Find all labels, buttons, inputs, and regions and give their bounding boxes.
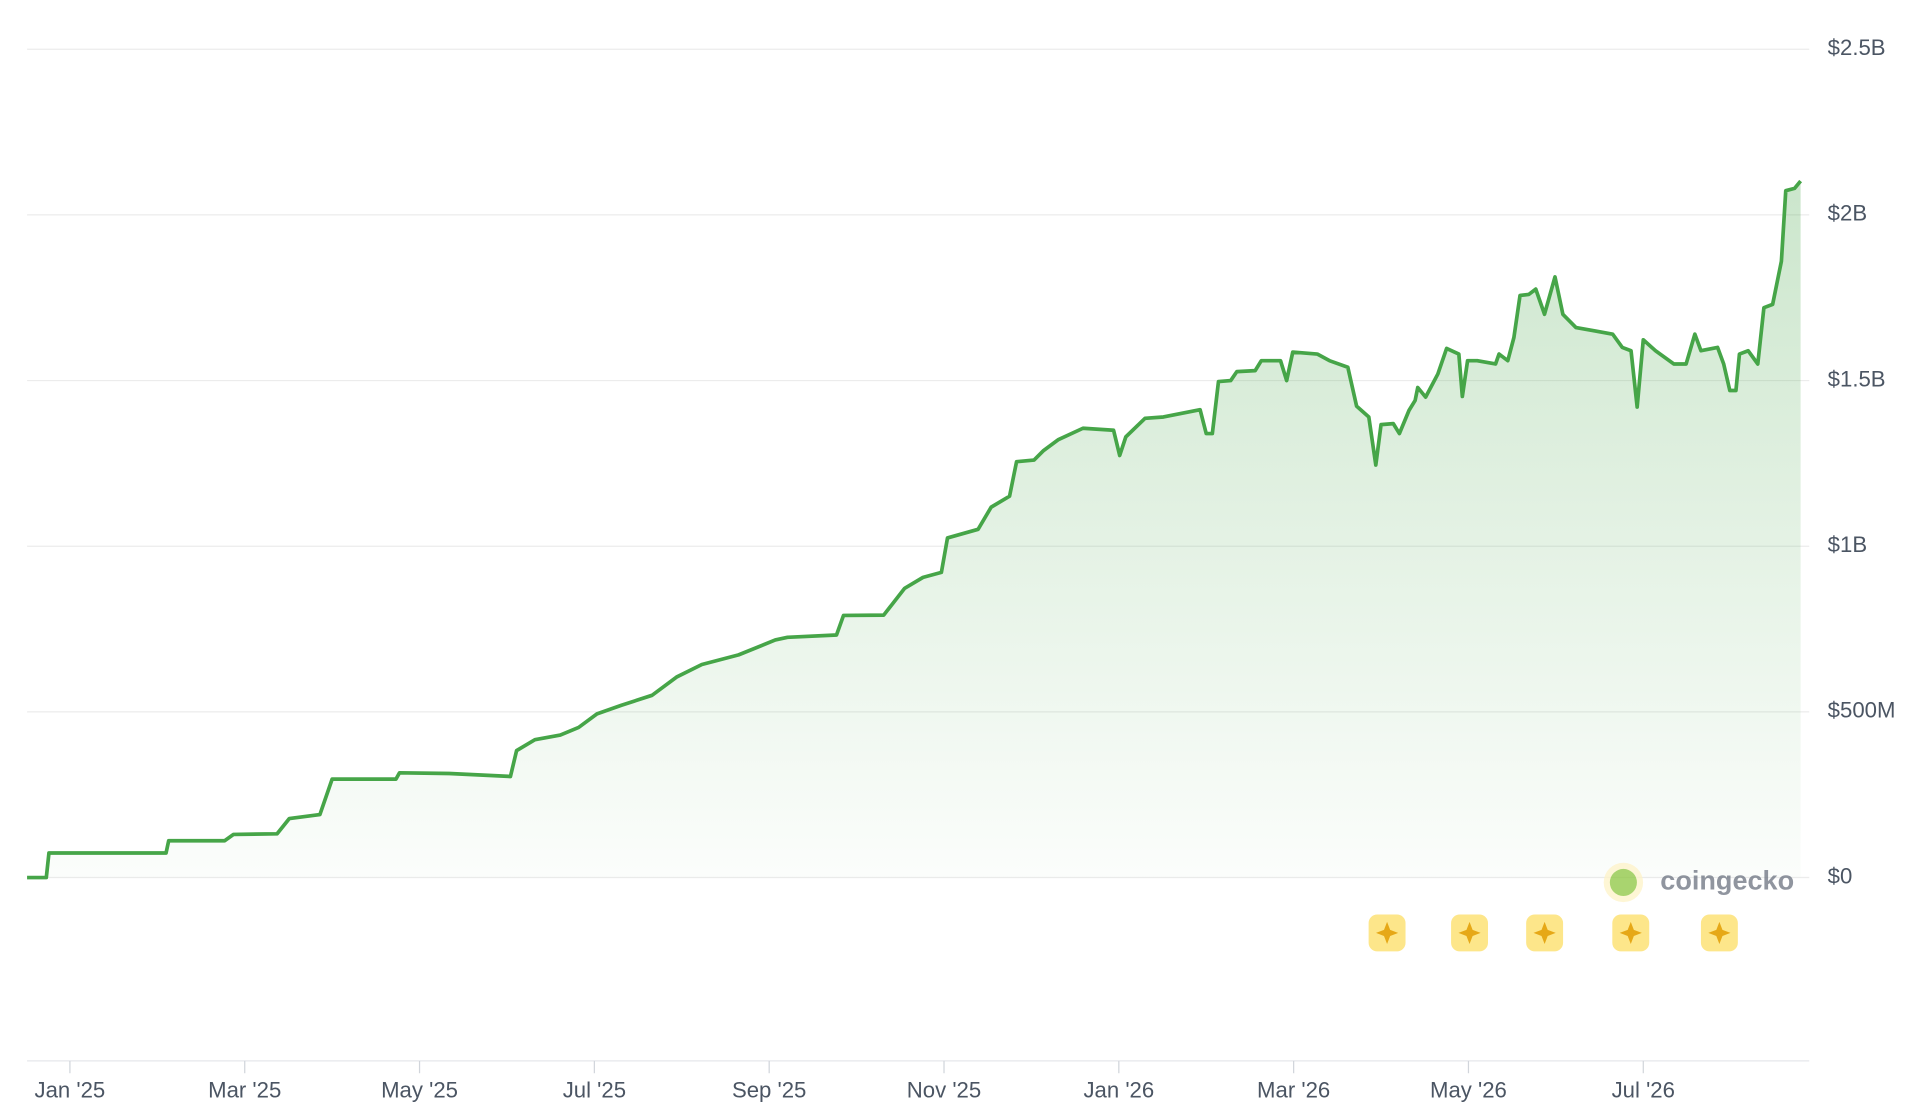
area — [27, 181, 1801, 878]
y-tick-label: $2.5B — [1828, 35, 1886, 60]
x-tick-label: Jan '26 — [1083, 1078, 1154, 1103]
y-tick-label: $0 — [1828, 863, 1853, 888]
x-tick-label: Mar '25 — [208, 1078, 281, 1103]
x-tick-label: May '25 — [381, 1078, 458, 1103]
y-tick-label: $2B — [1828, 201, 1867, 226]
watermark-text: coingecko — [1660, 865, 1794, 896]
watermark: coingecko — [1603, 862, 1794, 903]
x-tick-label: May '26 — [1430, 1078, 1507, 1103]
y-tick-label: $500M — [1828, 698, 1896, 723]
x-tick-label: Mar '26 — [1257, 1078, 1330, 1103]
line — [27, 179, 1803, 880]
event-badges — [1368, 914, 1738, 952]
y-tick-label: $1.5B — [1828, 366, 1886, 391]
x-tick-label: Jul '25 — [563, 1078, 626, 1103]
x-tick-label: Jul '26 — [1612, 1078, 1675, 1103]
x-tick-label: Jan '25 — [35, 1078, 106, 1103]
x-tick-label: Sep '25 — [732, 1078, 806, 1103]
y-tick-label: $1B — [1828, 532, 1867, 557]
x-tick-label: Nov '25 — [907, 1078, 981, 1103]
